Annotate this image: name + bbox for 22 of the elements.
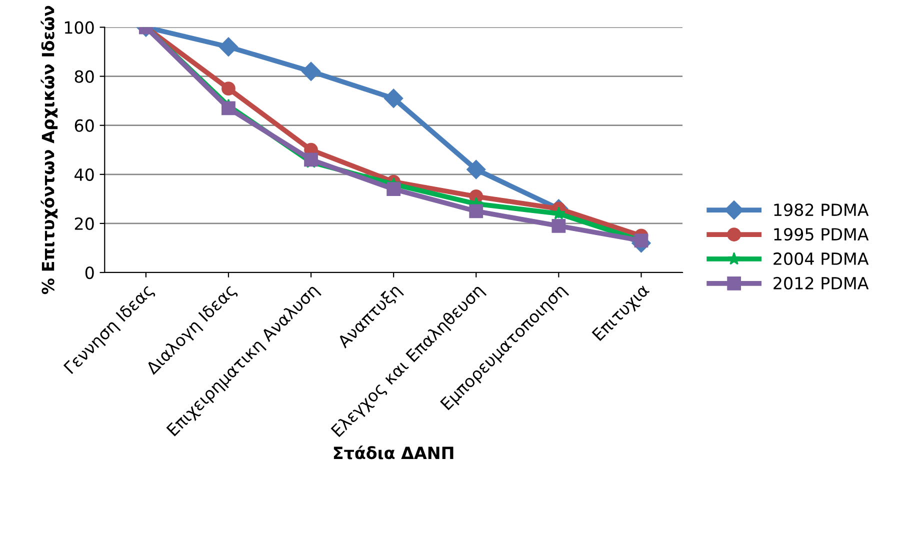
legend-label: 1995 PDMA: [774, 228, 869, 241]
y-tick-label: 40: [74, 168, 94, 181]
point: [466, 160, 486, 180]
y-tick-label: 100: [64, 21, 94, 34]
y-tick-label: 80: [74, 70, 94, 83]
point: [222, 82, 236, 96]
point: [301, 62, 321, 81]
point: [222, 101, 236, 116]
point: [384, 88, 404, 108]
point: [386, 182, 401, 196]
legend-label: 1982 PDMA: [774, 204, 869, 216]
point: [469, 204, 484, 218]
y-axis-title: % Επιτυχόντων Αρχικών Ιδεών: [40, 6, 58, 294]
point: [552, 218, 566, 233]
y-tick-label: 60: [74, 119, 94, 132]
x-axis-title: Στάδια ΔΑΝΠ: [334, 446, 454, 460]
legend-label: 2004 PDMA: [774, 252, 869, 266]
point: [218, 37, 238, 56]
legend-label: 2012 PDMA: [774, 276, 869, 290]
y-tick-label: 0: [85, 266, 94, 280]
y-tick-label: 20: [74, 217, 94, 230]
point: [304, 152, 318, 167]
